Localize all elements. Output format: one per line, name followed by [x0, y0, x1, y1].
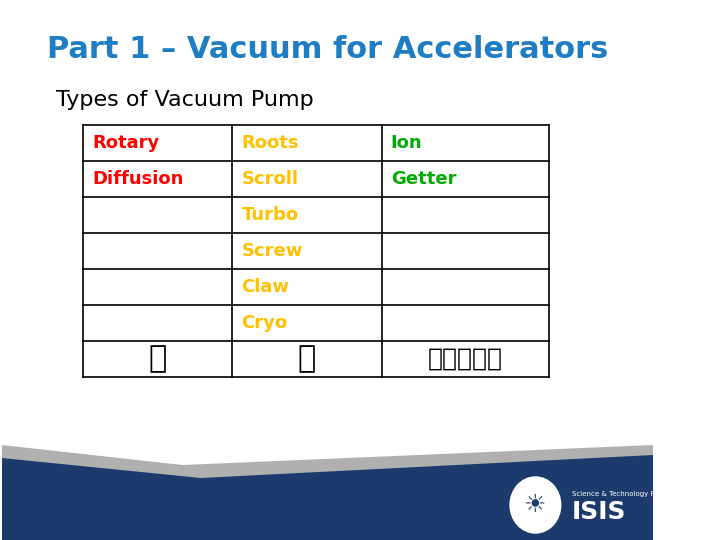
Text: Getter: Getter — [391, 170, 456, 188]
Text: ☀: ☀ — [524, 493, 546, 517]
Text: 👍👍👍👍👍: 👍👍👍👍👍 — [428, 347, 503, 371]
Text: Science & Technology Facilities Council: Science & Technology Facilities Council — [572, 491, 708, 497]
Circle shape — [510, 477, 561, 533]
Text: Roots: Roots — [241, 134, 299, 152]
Text: Turbo: Turbo — [241, 206, 299, 224]
Text: Scroll: Scroll — [241, 170, 298, 188]
Text: Part 1 – Vacuum for Accelerators: Part 1 – Vacuum for Accelerators — [47, 36, 608, 64]
Text: Ion: Ion — [391, 134, 423, 152]
Text: Cryo: Cryo — [241, 314, 287, 332]
Polygon shape — [1, 455, 653, 540]
Text: Diffusion: Diffusion — [92, 170, 184, 188]
Text: Screw: Screw — [241, 242, 303, 260]
Text: ISIS: ISIS — [572, 500, 626, 524]
Text: 👎: 👎 — [148, 345, 167, 374]
Polygon shape — [1, 445, 653, 540]
Text: 👍: 👍 — [298, 345, 316, 374]
Text: Types of Vacuum Pump: Types of Vacuum Pump — [56, 90, 314, 110]
Text: Claw: Claw — [241, 278, 289, 296]
Text: Rotary: Rotary — [92, 134, 159, 152]
